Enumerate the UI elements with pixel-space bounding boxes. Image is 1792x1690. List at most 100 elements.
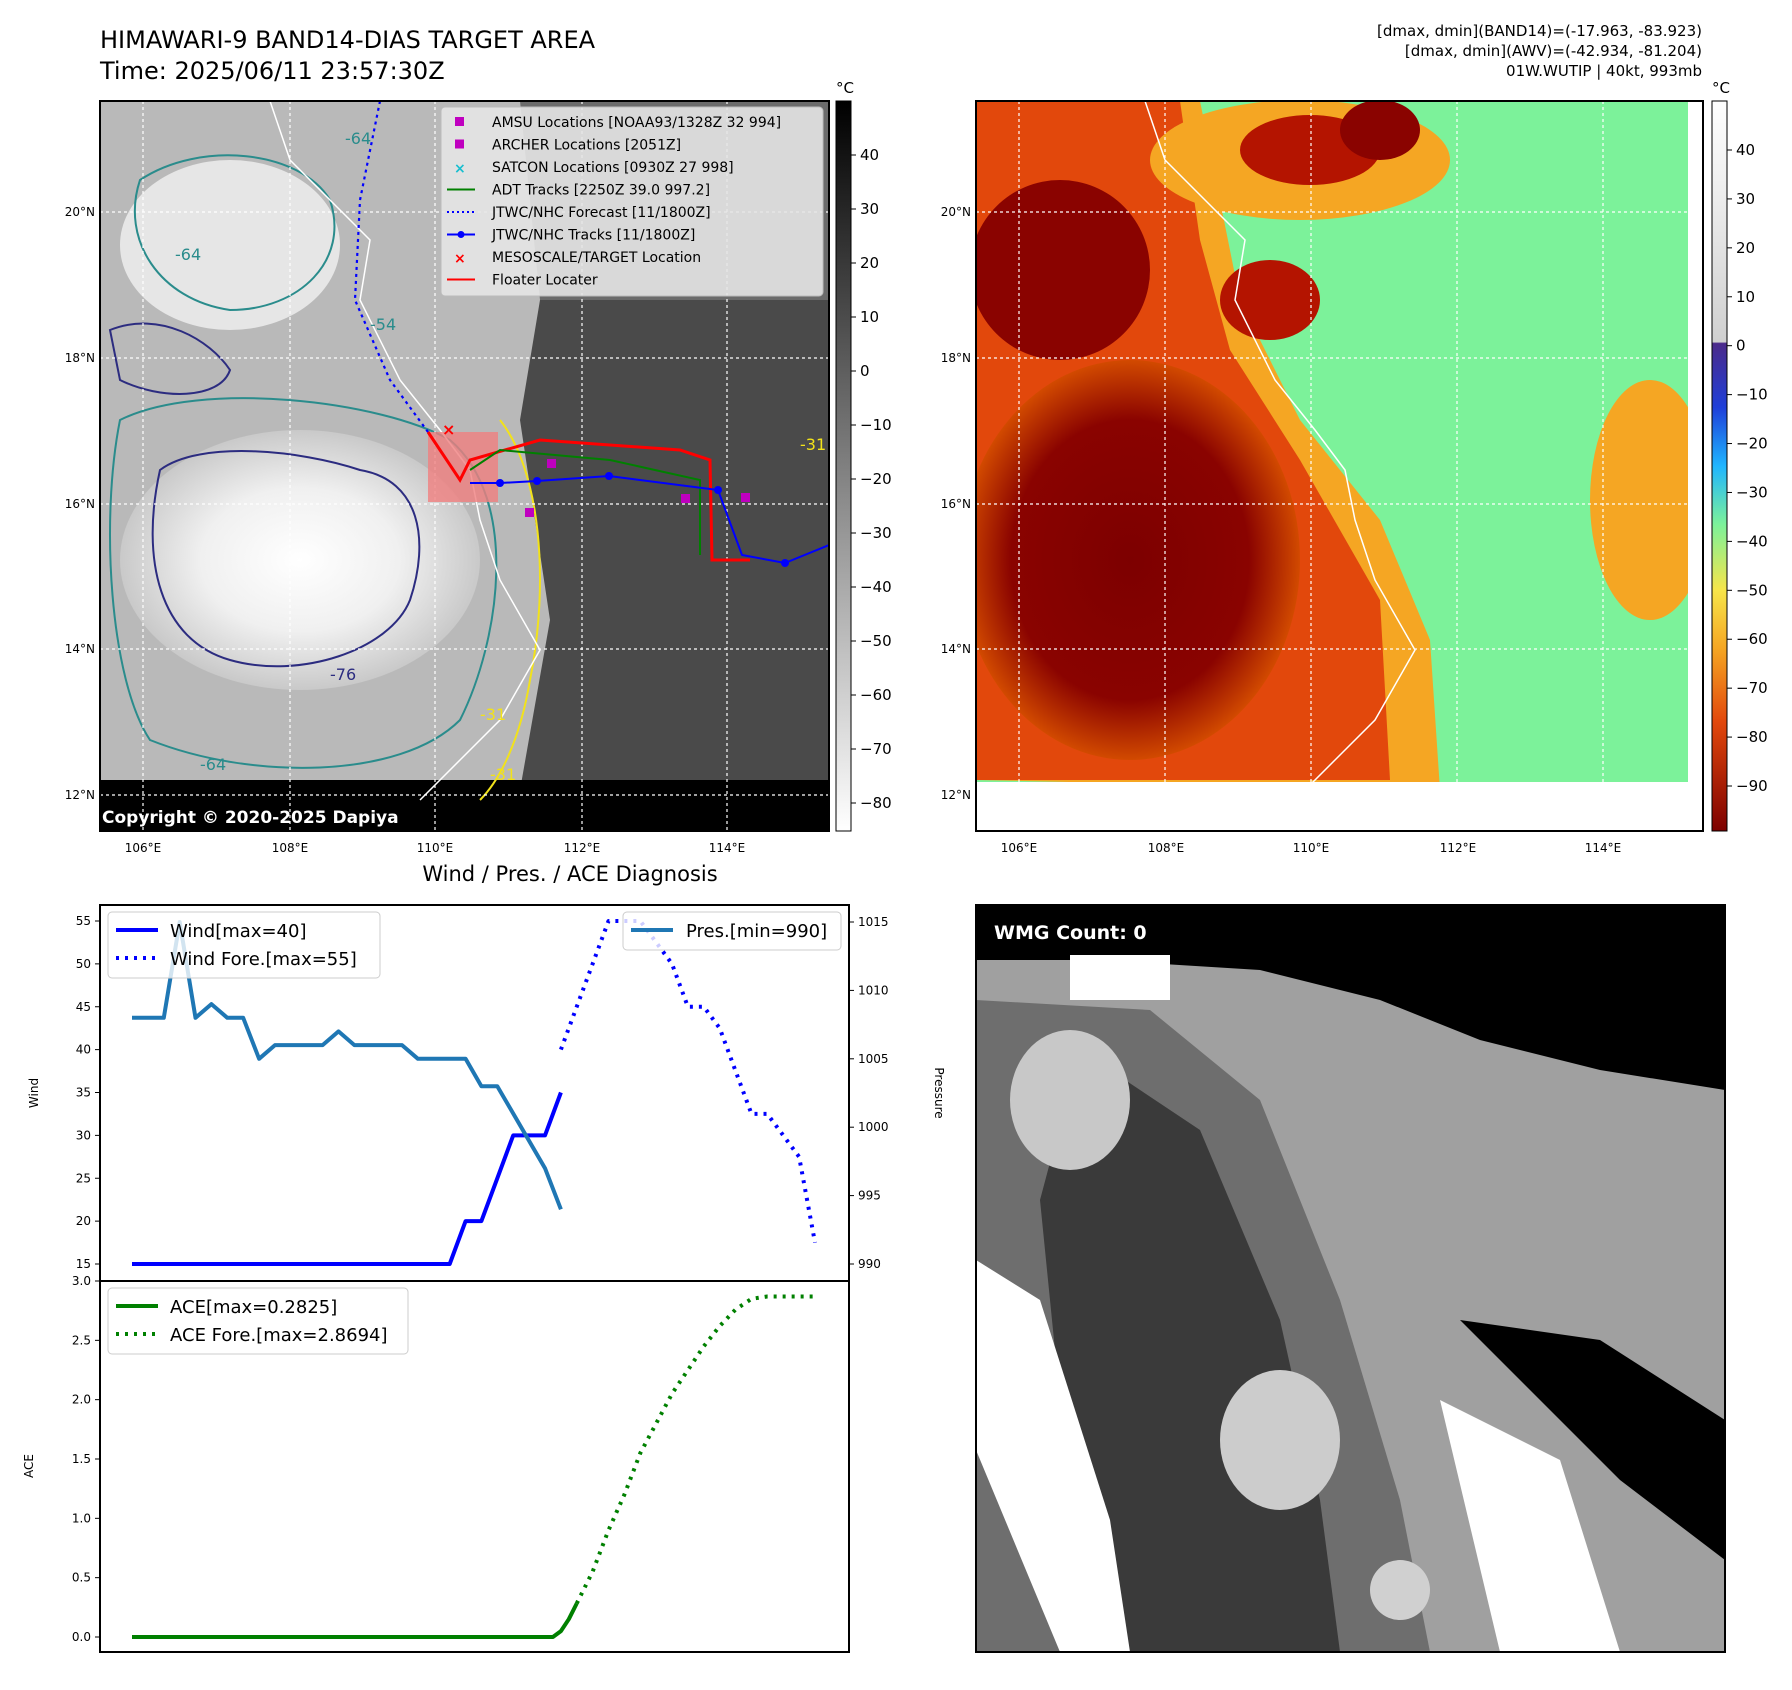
legend-label: JTWC/NHC Tracks [11/1800Z]: [491, 228, 695, 244]
awv-cloud-cell: [1340, 101, 1420, 160]
awv-coastline: [1144, 101, 1416, 801]
wind-axis-label: Wind: [27, 1078, 41, 1108]
awv-nodata-east: [1688, 101, 1703, 831]
axis-tick-label: 1.0: [72, 1511, 91, 1525]
colorbar-tick-label: −10: [860, 416, 892, 434]
legend-label: ARCHER Locations [2051Z]: [492, 138, 681, 154]
pressure-axis-label: Pressure: [932, 1067, 946, 1118]
pressure-axis-ticks: 1015 1010 1005 1000 995 990: [849, 915, 889, 1271]
wmg-black-east: [1460, 1320, 1725, 1560]
axis-tick-label: 30: [76, 1128, 91, 1142]
colorbar-tick-label: −30: [1736, 483, 1768, 501]
axis-tick-label: 995: [858, 1189, 881, 1203]
ir-colorbar-ticks: 40 30 20 10 0 −10 −20 −30 −40 −50 −60 −70 −80: [851, 146, 892, 812]
pressure-legend-box: [622, 911, 842, 951]
colorbar-tick-label: −40: [1736, 532, 1768, 550]
ace-legend: ACE[max=0.2825] ACE Fore.[max=2.8694]: [107, 1287, 409, 1355]
axis-tick-label: 25: [76, 1171, 91, 1185]
axis-tick-label: 1015: [858, 915, 889, 929]
colorbar-tick-label: −60: [1736, 630, 1768, 648]
wmg-black-north: [976, 905, 1725, 1090]
map-axis-labels: 106°E 108°E 110°E 112°E 114°E 20°N 18°N 16°N 14°…: [65, 205, 1622, 855]
axis-tick-label: 35: [76, 1086, 91, 1100]
pressure-legend-label: Pres.[min=990]: [686, 921, 827, 942]
contour-label: -54: [370, 315, 396, 334]
awv-panel: [976, 101, 1703, 831]
jtwc-track-points: [496, 472, 789, 567]
ace-series: [132, 1294, 815, 1639]
axis-tick-label: 1.5: [72, 1452, 91, 1466]
awv-colorbar-unit: °C: [1712, 79, 1730, 97]
axis-tick-label: 990: [858, 1257, 881, 1271]
colorbar-tick-label: 20: [1736, 239, 1755, 257]
lat-label: 12°N: [65, 788, 95, 802]
colorbar-tick-label: −90: [1736, 777, 1768, 795]
contour-label: -64: [200, 755, 226, 774]
colorbar-tick-label: −80: [860, 794, 892, 812]
axis-tick-label: 1010: [858, 983, 889, 997]
colorbar-tick-label: −50: [1736, 581, 1768, 599]
legend-label: Floater Locater: [492, 273, 598, 289]
axis-tick-label: 50: [76, 957, 91, 971]
lat-label: 14°N: [65, 642, 95, 656]
wmg-white-patch: [1070, 955, 1170, 1000]
colorbar-tick-label: −30: [860, 524, 892, 542]
ir-colorbar: °C 40 30 20 10 0 −10 −20 −30 −40 −50 −60 −70 −80: [835, 79, 892, 832]
figure-timestamp: Time: 2025/06/11 23:57:30Z: [100, 57, 445, 85]
lon-label: 106°E: [1001, 841, 1038, 855]
axis-tick-label: 1005: [858, 1052, 889, 1066]
colorbar-tick-label: 10: [860, 308, 879, 326]
ir-cold-cell: [120, 160, 340, 330]
lon-label: 112°E: [1440, 841, 1477, 855]
lat-label: 14°N: [941, 642, 971, 656]
ace-legend-box: [107, 1287, 409, 1355]
wmg-count-label: WMG Count: 0: [994, 922, 1147, 944]
ir-contour-labels: -64 -54 -76 -64 -31 -31 -31 -64: [175, 129, 826, 784]
contour-label: -64: [345, 129, 371, 148]
ace-forecast-line: [574, 1294, 815, 1605]
legend-marker-dot: [457, 231, 465, 238]
ace-chart: 3.0 2.5 2.0 1.5 1.0 0.5 0.0 ACE ACE[max=0.2825…: [22, 1274, 850, 1653]
axis-tick-label: 40: [76, 1043, 91, 1057]
ir-contour-31: [479, 419, 541, 801]
legend-label: AMSU Locations [NOAA93/1328Z 32 994]: [492, 115, 781, 131]
contour-label: -64: [175, 245, 201, 264]
ace-legend-label: ACE[max=0.2825]: [170, 1297, 337, 1318]
colorbar-tick-label: −70: [1736, 679, 1768, 697]
axis-tick-label: 20: [76, 1214, 91, 1228]
pressure-line: [132, 920, 563, 1211]
ace-axis-ticks: 3.0 2.5 2.0 1.5 1.0 0.5 0.0: [72, 1274, 100, 1644]
jtwc-track: [470, 474, 829, 565]
lon-label: 114°E: [709, 841, 746, 855]
axis-tick-label: 2.0: [72, 1393, 91, 1407]
awv-cloud-east: [1590, 380, 1703, 620]
band14-range: [dmax, dmin](BAND14)=(-17.963, -83.923): [1377, 22, 1702, 40]
wmg-light-cell-2: [1220, 1370, 1340, 1510]
lat-label: 16°N: [65, 497, 95, 511]
axis-tick-label: 0.0: [72, 1630, 91, 1644]
ir-colorbar-bar: [835, 100, 852, 832]
contour-label: -31: [800, 435, 826, 454]
axis-tick-label: 15: [76, 1257, 91, 1271]
axis-tick-label: 45: [76, 1000, 91, 1014]
awv-nodata: [976, 782, 1703, 831]
ir-legend-box: [440, 106, 824, 297]
wind-legend-label: Wind[max=40]: [170, 921, 307, 942]
ir-cold-core: [120, 430, 480, 690]
colorbar-tick-label: −50: [860, 632, 892, 650]
wmg-panel-frame: [975, 904, 1726, 1653]
wmg-light-cell: [1010, 1030, 1130, 1170]
ir-contour-64: [109, 397, 498, 769]
legend-label: SATCON Locations [0930Z 27 998]: [492, 160, 734, 176]
colorbar-tick-label: 30: [860, 200, 879, 218]
copyright-notice: Copyright © 2020-2025 Dapiya: [102, 808, 399, 828]
colorbar-tick-label: 0: [1736, 337, 1746, 355]
lon-label: 114°E: [1585, 841, 1622, 855]
awv-colorbar-bar: [1711, 100, 1728, 832]
lat-label: 18°N: [941, 351, 971, 365]
colorbar-tick-label: 30: [1736, 190, 1755, 208]
ir-copyright-band: [100, 780, 829, 831]
legend-marker-x: ×: [454, 161, 466, 177]
wmg-panel: [976, 905, 1725, 1652]
jtwc-forecast: [353, 101, 429, 433]
